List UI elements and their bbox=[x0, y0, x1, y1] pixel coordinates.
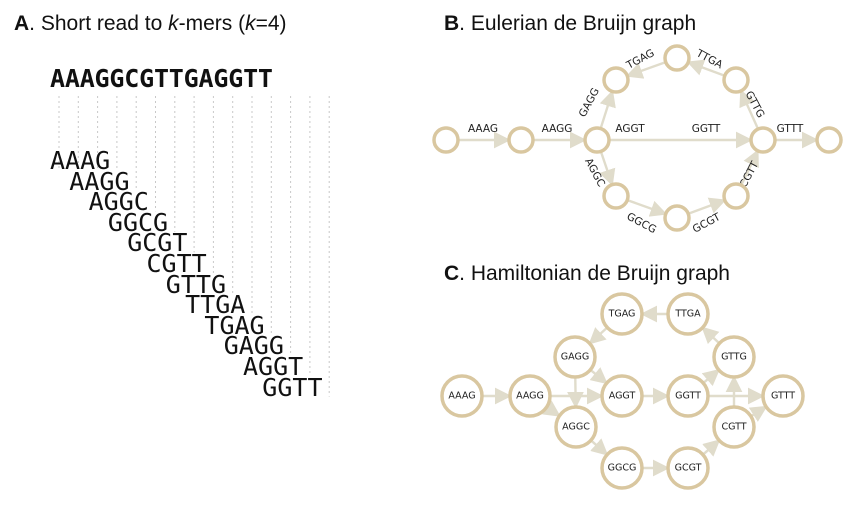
eulerian-node bbox=[815, 126, 843, 154]
edge-label-ggcg: GGCG bbox=[625, 211, 659, 237]
panel-a-title-k: k bbox=[168, 12, 179, 35]
panel-a-title: A. Short read to k-mers (k=4) bbox=[14, 12, 287, 36]
edge-label-ggtt: GGTT bbox=[692, 123, 721, 135]
node-label-tgag: TGAG bbox=[608, 309, 636, 320]
edge-label-gcgt: GCGT bbox=[691, 211, 723, 236]
kmer-gttg: GTTG bbox=[165, 269, 227, 299]
panel-c-letter: C bbox=[444, 262, 460, 285]
hamiltonian-node-ggcg bbox=[600, 446, 644, 490]
node-label-aagg: AAGG bbox=[516, 391, 544, 402]
panel-a-title-eq: =4) bbox=[255, 12, 287, 35]
edge bbox=[588, 326, 609, 345]
edge bbox=[701, 326, 721, 345]
hamiltonian-node-aggc bbox=[554, 405, 598, 449]
node-label-gttt: GTTT bbox=[771, 391, 795, 402]
node-label-ttga: TTGA bbox=[674, 309, 701, 320]
edge bbox=[748, 405, 768, 422]
edge-label-ttga: TTGA bbox=[693, 47, 725, 72]
edge-label-gagg: GAGG bbox=[577, 86, 602, 119]
kmer-ggtt: GGTT bbox=[262, 372, 323, 402]
node-label-ggtt: GGTT bbox=[675, 391, 701, 402]
eulerian-node bbox=[722, 182, 750, 210]
panel-b-title-text: . Eulerian de Bruijn graph bbox=[459, 12, 697, 35]
hamiltonian-node-gttg bbox=[712, 335, 756, 379]
panel-b-title: B. Eulerian de Bruijn graph bbox=[444, 12, 696, 36]
eulerian-node bbox=[507, 126, 535, 154]
kmer-ttga: TTGA bbox=[185, 290, 246, 320]
kmer-aggt: AGGT bbox=[243, 352, 304, 381]
kmer-gagg: GAGG bbox=[223, 331, 284, 361]
edge bbox=[701, 368, 721, 387]
node-label-aggt: AGGT bbox=[609, 391, 636, 402]
edge bbox=[739, 89, 760, 130]
eulerian-node bbox=[722, 66, 750, 94]
edge bbox=[599, 150, 616, 187]
node-label-gcgt: GCGT bbox=[675, 463, 702, 474]
node-label-cgtt: CGTT bbox=[721, 422, 746, 433]
edge bbox=[542, 400, 561, 417]
hamiltonian-node-gagg bbox=[553, 335, 597, 379]
kmer-aagg: AAGG bbox=[69, 166, 130, 196]
eulerian-node bbox=[432, 126, 460, 154]
eulerian-node bbox=[583, 126, 611, 154]
hamiltonian-node-cgtt bbox=[712, 405, 756, 449]
node-label-gagg: GAGG bbox=[561, 352, 589, 363]
eulerian-node bbox=[663, 44, 691, 72]
eulerian-node bbox=[602, 182, 630, 210]
hamiltonian-node-aggt bbox=[600, 374, 644, 418]
panel-a-letter: A bbox=[14, 12, 30, 35]
panel-a-title-k2: k bbox=[245, 12, 256, 35]
eulerian-node bbox=[602, 66, 630, 94]
node-label-ggcg: GGCG bbox=[608, 463, 637, 474]
edge bbox=[589, 367, 608, 385]
node-label-aaag: AAAG bbox=[448, 391, 475, 402]
hamiltonian-node-ggtt bbox=[666, 374, 710, 418]
edge bbox=[686, 59, 726, 77]
edge-label-aaag: AAAG bbox=[468, 123, 498, 135]
kmer-cgtt: CGTT bbox=[146, 249, 207, 278]
edge bbox=[625, 60, 667, 79]
edge bbox=[590, 438, 609, 456]
edge-label-aagg: AAGG bbox=[542, 123, 573, 135]
edge-label-gttt: GTTT bbox=[777, 123, 804, 135]
eulerian-node bbox=[749, 126, 777, 154]
panel-c-title-text: . Hamiltonian de Bruijn graph bbox=[459, 262, 730, 285]
edge bbox=[740, 149, 759, 186]
hamiltonian-node-tgag bbox=[600, 292, 644, 336]
kmer-gcgt: GCGT bbox=[127, 228, 188, 258]
panel-a-title-suffix: -mers ( bbox=[178, 12, 246, 35]
read-sequence: AAAGGCGTTGAGGTT bbox=[50, 64, 273, 93]
panel-a-title-text: . Short read to bbox=[29, 12, 169, 35]
kmer-tgag: TGAG bbox=[204, 310, 265, 340]
panel-c-title: C. Hamiltonian de Bruijn graph bbox=[444, 262, 730, 286]
edge bbox=[702, 439, 721, 457]
node-label-gttg: GTTG bbox=[721, 352, 747, 363]
hamiltonian-node-aagg bbox=[508, 374, 552, 418]
kmer-ggcg: GGCG bbox=[107, 207, 169, 237]
edge bbox=[626, 198, 668, 217]
hamiltonian-node-gttt bbox=[761, 374, 805, 418]
kmer-aaag: AAAG bbox=[50, 146, 111, 175]
panel-b-letter: B bbox=[444, 12, 460, 35]
edge bbox=[599, 89, 616, 129]
hamiltonian-node-ttga bbox=[666, 292, 710, 336]
node-label-aggc: AGGC bbox=[562, 422, 590, 433]
hamiltonian-node-aaag bbox=[440, 374, 484, 418]
edge bbox=[687, 197, 727, 215]
edge-label-aggt: AGGT bbox=[615, 123, 645, 135]
kmer-aggc: AGGC bbox=[88, 187, 149, 217]
eulerian-node bbox=[663, 204, 691, 232]
hamiltonian-node-gcgt bbox=[666, 446, 710, 490]
